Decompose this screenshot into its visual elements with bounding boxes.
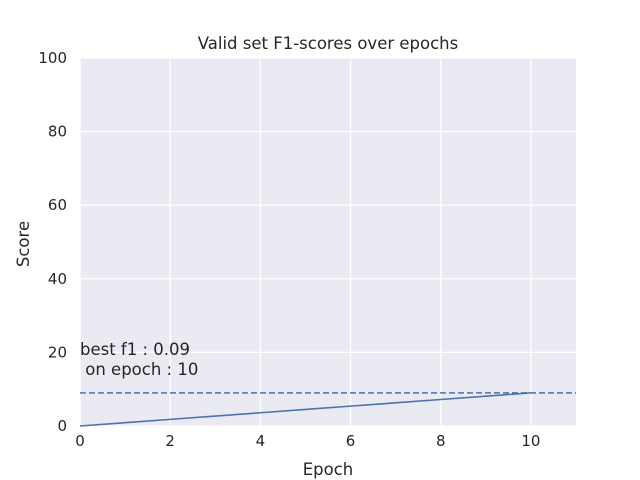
y-axis-label: Score <box>14 221 33 267</box>
y-tick-label: 80 <box>48 123 67 141</box>
grid-lines <box>79 57 576 427</box>
y-tick-label: 100 <box>38 49 67 67</box>
x-tick-label: 8 <box>436 432 446 450</box>
y-tick-label: 20 <box>48 343 67 361</box>
chart-title: Valid set F1-scores over epochs <box>198 34 458 53</box>
annotation-line-1: best f1 : 0.09 <box>80 340 190 359</box>
best-f1-annotation: best f1 : 0.09 on epoch : 10 <box>80 340 198 379</box>
series-line-0 <box>79 392 531 427</box>
y-tick-label: 60 <box>48 196 67 214</box>
y-tick-label: 0 <box>57 417 67 435</box>
x-tick-label: 4 <box>256 432 266 450</box>
plot-background <box>80 58 576 426</box>
annotation-line-2: on epoch : 10 <box>80 360 198 379</box>
x-axis-label: Epoch <box>303 460 354 479</box>
y-tick-label: 40 <box>48 270 67 288</box>
chart-marks <box>79 392 576 427</box>
x-tick-label: 0 <box>75 432 85 450</box>
x-tick-label: 2 <box>165 432 175 450</box>
x-tick-label: 6 <box>346 432 356 450</box>
x-tick-label: 10 <box>521 432 540 450</box>
